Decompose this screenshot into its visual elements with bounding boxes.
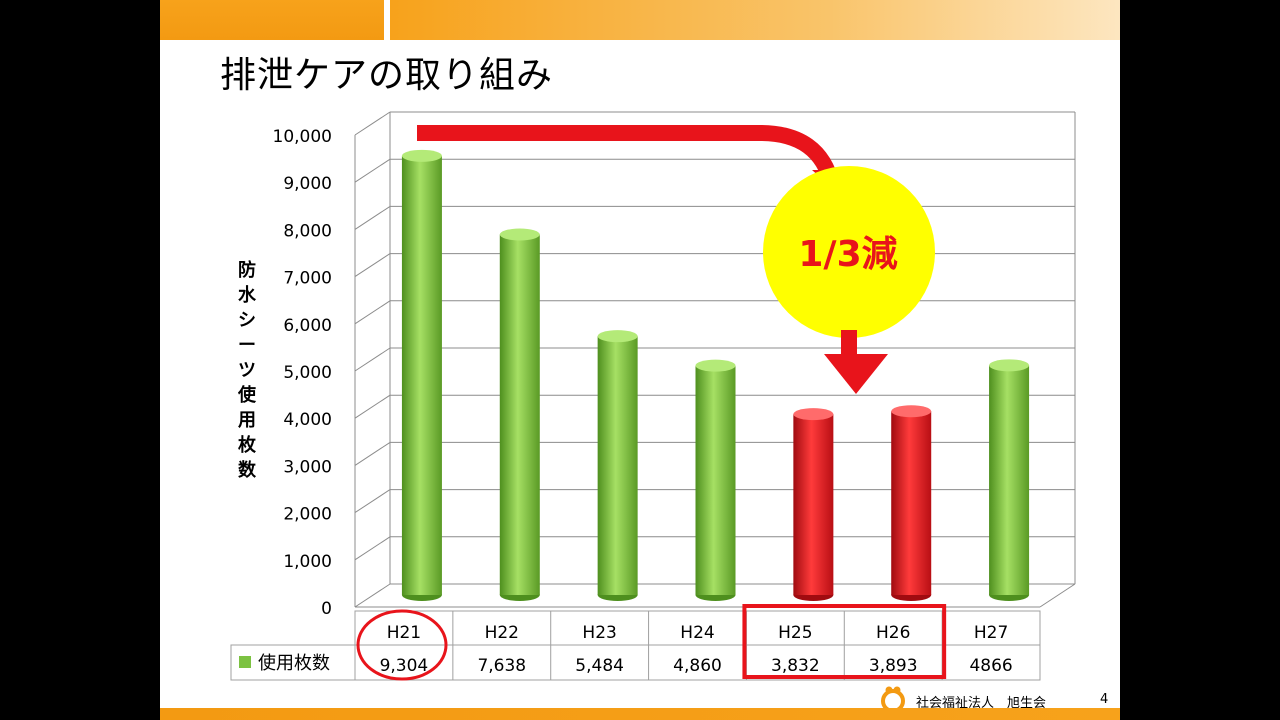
bar-top — [597, 330, 638, 343]
page-number: 4 — [1100, 692, 1109, 707]
data-value-label: 5,484 — [575, 656, 624, 676]
bar-H25 — [793, 408, 834, 601]
gridline-side — [354, 536, 391, 561]
y-tick-label: 9,000 — [283, 174, 332, 194]
bar-H22 — [499, 228, 540, 601]
bar-H24 — [695, 359, 736, 601]
bar-top — [401, 149, 442, 162]
y-tick-label: 10,000 — [273, 127, 332, 147]
bar-top — [793, 408, 834, 421]
data-value-label: 4866 — [969, 656, 1012, 676]
data-value-label: 4,860 — [673, 656, 722, 676]
header-band-left — [160, 0, 384, 40]
x-tick-label: H25 — [778, 623, 812, 643]
bar-body — [499, 234, 540, 596]
gridline-side — [354, 158, 391, 183]
bar-top — [695, 359, 736, 372]
gridline-side — [354, 394, 391, 419]
gridline-side — [354, 205, 391, 230]
data-value-label: 3,893 — [869, 656, 918, 676]
bar-body — [695, 365, 736, 595]
floor-right — [1039, 583, 1076, 608]
footer-organization: 社会福祉法人 旭生会 — [916, 696, 1047, 711]
slide-title: 排泄ケアの取り組み — [220, 55, 554, 96]
bar-body — [793, 414, 834, 595]
gridline-side — [354, 489, 391, 514]
y-tick-label: 3,000 — [283, 457, 332, 477]
y-tick-label: 5,000 — [283, 363, 332, 383]
bar-H23 — [597, 330, 638, 601]
bar-top — [891, 405, 932, 418]
gridline-side — [354, 111, 391, 136]
down-arrow-head — [824, 354, 888, 394]
y-tick-label: 2,000 — [283, 505, 332, 525]
y-axis-label: 防水シーツ使用枚数 — [238, 260, 256, 481]
x-tick-label: H22 — [485, 623, 519, 643]
callout-text: 1/3減 — [798, 234, 897, 275]
y-tick-label: 1,000 — [283, 552, 332, 572]
y-tick-label: 8,000 — [283, 221, 332, 241]
highlight-box-reduced — [742, 604, 947, 679]
gridline-side — [354, 253, 391, 278]
bar-body — [989, 365, 1030, 595]
legend-series-name: 使用枚数 — [258, 653, 330, 674]
gridline-side — [354, 441, 391, 466]
bar-H27 — [989, 359, 1030, 601]
footer-band — [160, 708, 1120, 720]
bar-top — [989, 359, 1030, 372]
gridline-side — [354, 347, 391, 372]
bar-chart: 0 1,000 2,000 3,000 4,000 5,000 6,000 7,000 8,00… — [230, 111, 1076, 681]
data-value-label: 3,832 — [771, 656, 820, 676]
x-tick-label: H24 — [680, 623, 714, 643]
bar-top — [499, 228, 540, 241]
gridline-side — [354, 300, 391, 325]
slide: 排泄ケアの取り組み 防水シーツ使用枚数 0 1,000 2,000 3,000 4,00… — [160, 0, 1120, 720]
x-tick-label: H27 — [974, 623, 1008, 643]
x-tick-label: H23 — [582, 623, 616, 643]
bar-body — [401, 155, 442, 595]
x-tick-label: H26 — [876, 623, 910, 643]
y-tick-label: 6,000 — [283, 316, 332, 336]
y-tick-label: 7,000 — [283, 269, 332, 289]
down-arrow-stem — [841, 330, 857, 356]
bar-H26 — [891, 405, 932, 601]
callout-circle — [763, 166, 935, 338]
gridline-side — [354, 583, 391, 608]
bar-body — [891, 411, 932, 595]
highlight-circle-first — [356, 609, 448, 681]
header-band-right — [390, 0, 1120, 40]
legend-swatch — [239, 656, 251, 668]
bar-body — [597, 336, 638, 595]
y-tick-label: 4,000 — [283, 410, 332, 430]
y-tick-label: 0 — [321, 599, 332, 619]
bar-H21 — [401, 149, 442, 601]
x-tick-label: H21 — [387, 623, 421, 643]
table-row-values — [230, 644, 1041, 681]
data-value-label: 7,638 — [477, 656, 526, 676]
data-value-label: 9,304 — [380, 656, 429, 676]
